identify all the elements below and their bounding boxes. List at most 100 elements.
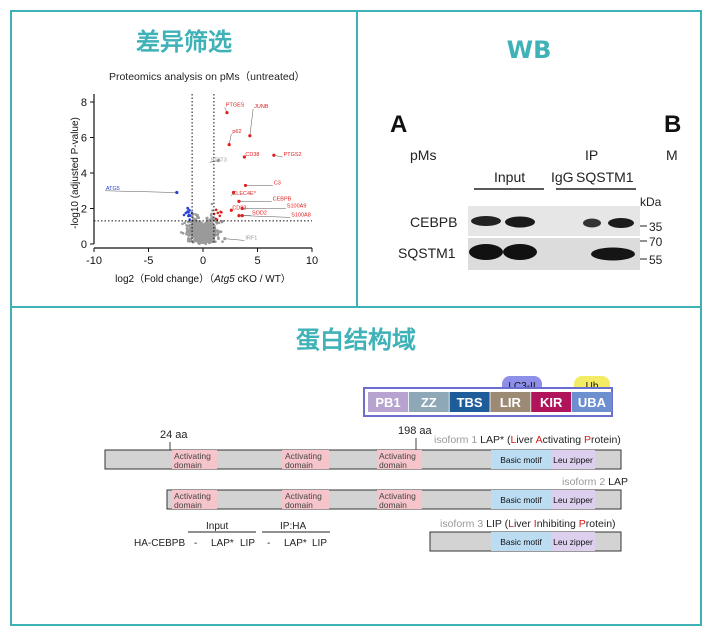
isoform3-bar: Basic motif Leu zipper — [429, 531, 622, 552]
volcano-point — [204, 228, 208, 232]
band-cebpb-4 — [608, 218, 634, 228]
band-cebpb-1 — [471, 216, 501, 226]
x-axis-label: log2（Fold change）（Atg5 cKO / WT） — [115, 273, 291, 285]
volcano-point — [204, 242, 208, 246]
volcano-point — [203, 238, 206, 241]
volcano-point — [188, 218, 192, 221]
volcano-title: Proteomics analysis on pMs（untreated） — [109, 71, 305, 83]
volcano-point — [181, 232, 185, 235]
point-label: p62 — [232, 129, 241, 135]
labeled-point — [242, 155, 247, 159]
isoform2-label: isoform 2 LAP — [562, 476, 628, 488]
volcano-point — [207, 240, 211, 243]
x-tick-label: 5 — [254, 255, 260, 267]
domain-tbs-label: TBS — [457, 395, 483, 410]
isoform2-activating-domain-2 — [282, 490, 329, 509]
volcano-point — [208, 225, 212, 228]
point-label: S100A9 — [287, 204, 307, 210]
gel-ipha-label: IP:HA — [280, 521, 306, 532]
label-leader — [242, 215, 291, 218]
wb-marker-55: 55 — [649, 253, 663, 267]
volcano-point — [198, 221, 202, 224]
volcano-point — [190, 214, 194, 218]
volcano-point — [185, 224, 188, 227]
volcano-point — [197, 238, 201, 241]
volcano-point — [186, 207, 190, 210]
isoform3-basic-motif — [491, 532, 551, 551]
volcano-point — [183, 221, 187, 225]
labeled-point — [175, 190, 179, 195]
isoform2-leu-zipper — [551, 490, 595, 509]
volcano-point — [200, 238, 204, 242]
volcano-point — [219, 210, 222, 214]
wb-marker-35: 35 — [649, 220, 663, 234]
volcano-point — [202, 228, 205, 231]
volcano-point — [214, 240, 217, 243]
volcano-point — [205, 222, 208, 225]
volcano-point — [210, 236, 213, 240]
gel-lane-4: - — [267, 538, 270, 549]
labeled-point — [240, 206, 244, 211]
band-cebpb-3 — [583, 218, 601, 228]
isoform2-leu-zipper-label: Leu zipper — [553, 495, 593, 505]
sqstm1-domains: PB1 ZZ TBS LIR KIR UBA — [368, 392, 612, 412]
volcano-point — [186, 210, 189, 213]
y-tick-label: 8 — [81, 97, 87, 109]
volcano-point — [203, 232, 207, 235]
volcano-point — [208, 228, 212, 231]
aa-end-label: 198 aa — [398, 425, 433, 437]
point-label: CD38 — [245, 152, 259, 158]
volcano-panel: 差异筛选 Proteomics analysis on pMs（untreate… — [10, 10, 358, 308]
y-tick-label: 2 — [81, 204, 87, 216]
volcano-point — [187, 213, 190, 217]
volcano-point — [195, 227, 198, 230]
isoform2-activating-domain-2-label: Activating domain — [285, 491, 322, 510]
wb-sample-label: pMs — [410, 147, 436, 163]
activating-domain-1-label: Activating domain — [174, 451, 211, 470]
gel-row-label: HA-CEBPB — [134, 538, 185, 549]
point-label: SOD2 — [252, 211, 267, 217]
volcano-point — [188, 209, 191, 212]
isoform1-activating-domain-3 — [377, 450, 422, 469]
labeled-point — [225, 111, 229, 115]
volcano-point — [200, 233, 203, 237]
isoform2-activating-domain-1-label: Activating domain — [174, 491, 211, 510]
volcano-point — [187, 229, 190, 232]
volcano-point — [206, 216, 209, 220]
isoform3-leu-zipper — [551, 532, 595, 551]
point-label: STAT3 — [211, 157, 227, 163]
volcano-point — [194, 236, 197, 239]
y-tick-label: 6 — [81, 133, 87, 145]
point-label: PTGES — [226, 102, 245, 108]
labeled-point — [243, 183, 248, 188]
lc3-label: LC3-II — [508, 381, 535, 392]
label-leader — [224, 238, 245, 241]
volcano-point — [195, 214, 199, 217]
isoform1-activating-domain-1 — [172, 450, 217, 469]
volcano-point — [221, 240, 224, 243]
wb-marker-70: 70 — [649, 235, 663, 249]
gel-header: Input IP:HA HA-CEBPB - LAP* LIP - LAP* L… — [134, 521, 330, 549]
western-blot: A B pMs M IP Input IgG SQSTM1 kDa CEBPB … — [390, 111, 681, 270]
band-sqstm1-2 — [503, 244, 537, 260]
labeled-point — [223, 237, 227, 241]
volcano-point — [220, 220, 224, 224]
point-label: S100A8 — [291, 212, 311, 218]
point-label: CD83 — [232, 205, 246, 211]
isoform2-activating-domain-3-label: Activating domain — [379, 491, 416, 510]
domain-tbs — [449, 392, 490, 412]
volcano-point — [207, 237, 211, 240]
wb-panel: WB A B pMs M IP Input IgG SQSTM1 kDa CEB… — [356, 10, 702, 308]
point-label: ATG5 — [106, 186, 120, 192]
volcano-point — [200, 223, 204, 226]
labeled-point — [237, 214, 241, 218]
domain-diagram: LC3-II Ub PB1 ZZ TBS LIR KIR UBA 24 aa 198 aa… — [104, 376, 628, 552]
volcano-panel-title: 差异筛选 — [136, 28, 232, 56]
point-label: C3 — [274, 180, 281, 186]
isoform2-activating-domain-3 — [377, 490, 422, 509]
x-tick-label: 10 — [306, 255, 318, 267]
volcano-plot: Proteomics analysis on pMs（untreated） 0 2 4… — [70, 71, 318, 285]
gel-lane-3: LIP — [240, 538, 255, 549]
domain-uba — [572, 392, 612, 412]
isoform2-bar: Activating domain Activating domain Activa… — [166, 489, 622, 510]
